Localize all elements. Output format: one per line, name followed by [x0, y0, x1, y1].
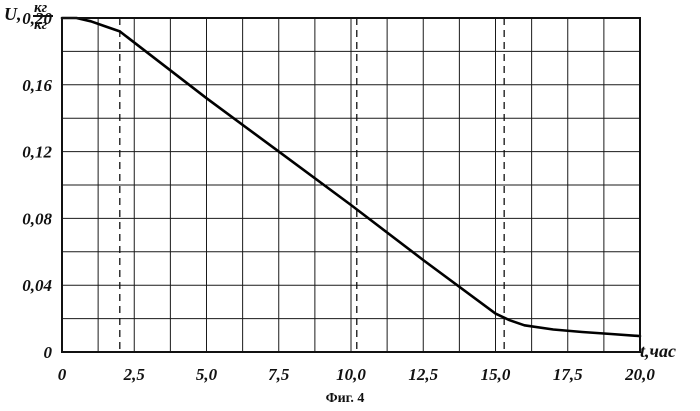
x-tick-label-8: 20,0 — [624, 365, 655, 384]
x-tick-labels: 0 2,5 5,0 7,5 10,0 12,5 15,0 17,5 20,0 — [58, 365, 656, 384]
x-tick-label-3: 7,5 — [268, 365, 290, 384]
y-tick-label-3: 0,12 — [22, 143, 52, 162]
y-tick-label-0: 0 — [44, 343, 53, 362]
y-axis-unit-denominator: кг — [34, 17, 48, 33]
x-tick-label-6: 15,0 — [481, 365, 511, 384]
y-tick-labels: 00,040,080,120,160,20 — [22, 9, 52, 362]
x-tick-label-1: 2,5 — [123, 365, 146, 384]
grid — [62, 18, 640, 352]
x-tick-label-2: 5,0 — [196, 365, 218, 384]
x-tick-label-0: 0 — [58, 365, 67, 384]
figure-caption: Фиг. 4 — [326, 391, 365, 406]
y-axis-symbol: U, — [4, 4, 22, 24]
y-axis-unit-numerator: кг — [34, 0, 48, 16]
y-tick-label-2: 0,08 — [22, 209, 52, 228]
x-axis-title: t,час — [640, 341, 676, 361]
y-tick-label-4: 0,16 — [22, 76, 52, 95]
x-tick-label-7: 17,5 — [553, 365, 583, 384]
x-tick-label-5: 12,5 — [408, 365, 438, 384]
x-tick-label-4: 10,0 — [336, 365, 366, 384]
y-tick-label-1: 0,04 — [22, 276, 52, 295]
